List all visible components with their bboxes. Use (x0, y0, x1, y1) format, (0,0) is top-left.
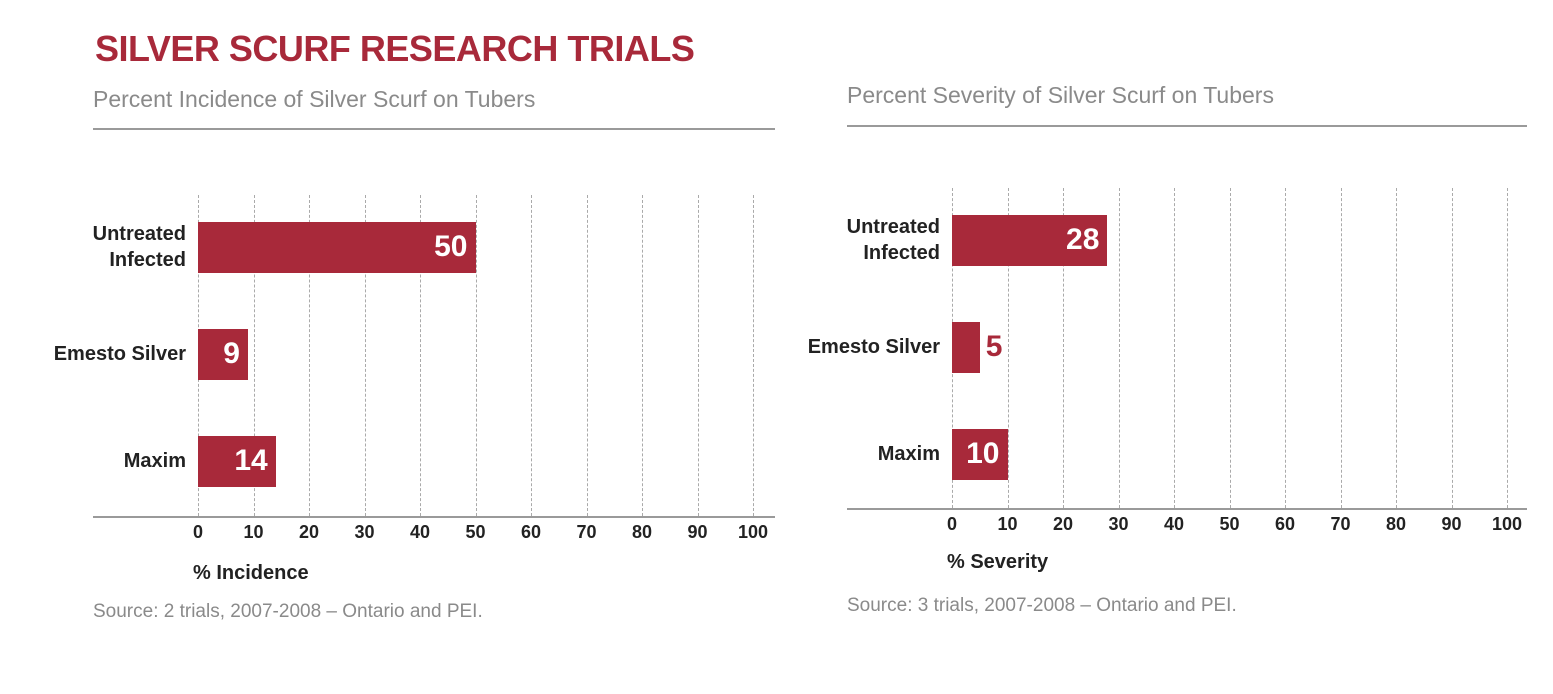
x-tick-label: 0 (192, 522, 204, 542)
grid-line (420, 195, 421, 516)
x-tick-label: 0 (946, 514, 958, 534)
x-axis-line (93, 516, 775, 518)
grid-line (1229, 188, 1231, 508)
x-tick-label: 90 (687, 522, 708, 542)
bar (198, 328, 248, 380)
category-label: Maxim (123, 450, 186, 472)
chart-subtitle: Percent Incidence of Silver Scurf on Tub… (93, 86, 536, 112)
x-axis-title: % Incidence (193, 562, 309, 584)
grid-line (253, 195, 255, 516)
x-tick-label: 60 (1274, 514, 1296, 534)
grid-line (1118, 188, 1120, 508)
grid-line (586, 195, 588, 516)
x-tick-label: 30 (354, 522, 375, 542)
x-tick-label: 80 (631, 522, 653, 542)
chart-subtitle: Percent Severity of Silver Scurf on Tube… (847, 82, 1274, 108)
category-label: Emesto Silver (53, 343, 186, 365)
value-label: 50 (434, 230, 468, 263)
value-label: 14 (234, 444, 268, 477)
value-label: 28 (1066, 223, 1100, 256)
grid-line (531, 195, 532, 516)
bar (952, 321, 980, 373)
x-tick-label: 40 (409, 522, 431, 542)
x-tick-label: 70 (1330, 514, 1351, 534)
page-title: SILVER SCURF RESEARCH TRIALS (95, 28, 695, 69)
grid-line (1396, 188, 1397, 508)
x-tick-label: 40 (1163, 514, 1185, 534)
category-label: Emesto Silver (807, 336, 940, 358)
source-note: Source: 3 trials, 2007-2008 – Ontario an… (847, 595, 1237, 616)
x-tick-label: 50 (1219, 514, 1240, 534)
bar (198, 221, 476, 273)
category-label: Maxim (877, 443, 940, 465)
x-tick-label: 30 (1108, 514, 1129, 534)
grid-line (1007, 188, 1009, 508)
grid-line (1174, 188, 1175, 508)
grid-line (1063, 188, 1064, 508)
x-tick-label: 20 (1052, 514, 1074, 534)
header-rule (93, 128, 775, 130)
source-note: Source: 2 trials, 2007-2008 – Ontario an… (93, 601, 483, 622)
x-tick-label: 60 (520, 522, 542, 542)
grid-line (1507, 188, 1508, 508)
bar (198, 435, 276, 487)
grid-line (697, 195, 699, 516)
grid-line (1451, 188, 1453, 508)
grid-line (475, 195, 477, 516)
bar (952, 428, 1008, 480)
grid-line (753, 195, 754, 516)
grid-line (364, 195, 366, 516)
grid-line (642, 195, 643, 516)
header-rule (847, 125, 1527, 127)
x-axis-title: % Severity (947, 551, 1049, 573)
value-label: 9 (223, 337, 240, 370)
x-axis-line (847, 508, 1527, 510)
x-tick-label: 50 (465, 522, 486, 542)
category-label: Untreated Infected (846, 216, 940, 264)
x-tick-label: 70 (576, 522, 597, 542)
grid-line (1285, 188, 1286, 508)
x-tick-label: 10 (997, 514, 1018, 534)
category-label: Untreated Infected (92, 223, 186, 271)
x-tick-label: 80 (1385, 514, 1407, 534)
grid-line (309, 195, 310, 516)
grid-line (1340, 188, 1342, 508)
x-tick-label: 10 (243, 522, 264, 542)
value-label: 5 (985, 330, 1003, 363)
bar (952, 214, 1108, 266)
x-tick-label: 90 (1441, 514, 1462, 534)
x-tick-label: 100 (737, 522, 769, 542)
x-tick-label: 100 (1491, 514, 1523, 534)
x-tick-label: 20 (298, 522, 320, 542)
value-label: 10 (966, 437, 1000, 470)
